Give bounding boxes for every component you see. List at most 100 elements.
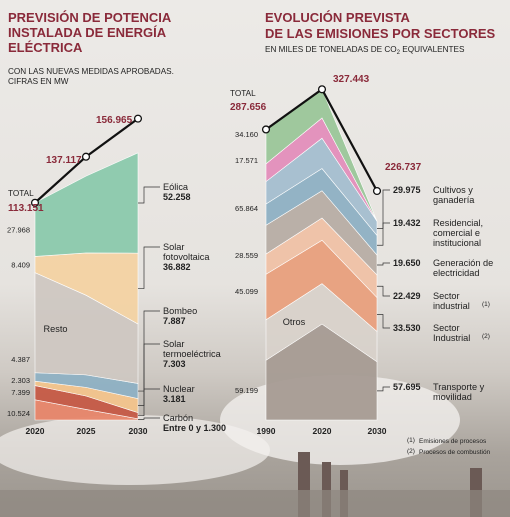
footnotes: (1) Emisiones de procesos (2) Procesos de c… — [407, 437, 491, 456]
series-value-label: 52.258 — [163, 192, 191, 202]
label-connector — [377, 262, 390, 266]
total-point — [133, 114, 143, 123]
footnote-mark: (1) — [407, 437, 415, 444]
start-value-label: 10.524 — [7, 409, 30, 418]
label-connector — [377, 222, 390, 246]
series-value-label: 36.882 — [163, 262, 191, 272]
total-point — [372, 186, 382, 196]
factory-ground — [0, 490, 510, 517]
series-value-label: 7.887 — [163, 316, 186, 326]
series-name-label: fotovoltaica — [163, 252, 210, 262]
area-eolica — [34, 152, 139, 257]
series-value-label: 22.429 — [393, 291, 421, 301]
footnote-mark: (2) — [407, 448, 415, 455]
x-tick-label: 2020 — [26, 426, 45, 436]
start-value-label: 59.199 — [235, 386, 258, 395]
start-value-label: 65.864 — [235, 204, 258, 213]
total-label: TOTAL — [8, 189, 34, 198]
start-value-label: 27.968 — [7, 226, 30, 235]
total-point — [261, 125, 271, 134]
label-connector — [377, 314, 390, 329]
series-name-label: Generación de — [433, 258, 493, 268]
total-value-label: 113.151 — [8, 203, 44, 214]
series-name-label: electricidad — [433, 268, 479, 278]
series-value-label: 19.432 — [393, 218, 421, 228]
series-name-label: industrial — [433, 301, 470, 311]
series-name-label: Transporte y — [433, 382, 485, 392]
series-name-label: Sector — [433, 291, 460, 301]
series-value-label: 7.303 — [163, 359, 186, 369]
series-value-label: 57.695 — [393, 382, 421, 392]
chart-1: 113.151 137.117 156.965 TOTAL 2020 2025 2030 10… — [7, 114, 226, 436]
series-name-label: institucional — [433, 238, 481, 248]
series-value-label: 33.530 — [393, 323, 421, 333]
chart-subtitle: CIFRAS EN MW — [8, 77, 69, 86]
note-mark: (1) — [482, 301, 490, 308]
chart-title: DE LAS EMISIONES POR SECTORES — [265, 26, 496, 41]
series-value-label: 29.975 — [393, 185, 421, 195]
label-connector — [138, 417, 160, 420]
total-point — [30, 198, 40, 207]
label-connector — [377, 386, 390, 392]
series-name-label: ganadería — [433, 195, 475, 205]
start-value-label: 28.559 — [235, 251, 258, 260]
label-connector — [377, 189, 390, 229]
series-name-label: Bombeo — [163, 306, 197, 316]
series-name-label: Nuclear — [163, 384, 195, 394]
start-value-label: 45.099 — [235, 287, 258, 296]
start-value-label: 2.303 — [11, 376, 30, 385]
series-name-label: Solar — [163, 242, 184, 252]
x-tick-label: 2020 — [313, 426, 332, 436]
series-name-label: movilidad — [433, 392, 472, 402]
series-value-label: Entre 0 y 1.300 — [163, 423, 226, 433]
chart-2: 287.656 327.443 226.737 TOTAL 1990 2020 2030 59… — [230, 74, 490, 436]
label-connector — [138, 246, 160, 289]
total-value-label: 287.656 — [230, 102, 267, 113]
total-value-label: 226.737 — [385, 162, 422, 173]
x-tick-label: 2030 — [368, 426, 387, 436]
series-name-label: Industrial — [433, 333, 470, 343]
smoke-cloud — [0, 415, 270, 485]
start-value-label: 17.571 — [235, 156, 258, 165]
start-value-label: 34.160 — [235, 130, 258, 139]
series-name-label: Sector — [433, 323, 460, 333]
series-name-label: termoeléctrica — [163, 349, 222, 359]
chart-title: ELÉCTRICA — [8, 40, 83, 55]
total-value-label: 156.965 — [96, 115, 133, 126]
chart-title: INSTALADA DE ENERGÍA — [8, 25, 167, 40]
area-label: Resto — [43, 324, 67, 334]
label-connector — [377, 285, 390, 297]
chart-title: EVOLUCIÓN PREVISTA — [265, 10, 411, 25]
footnote-text: Emisiones de procesos — [419, 438, 487, 445]
total-point — [81, 152, 91, 161]
chart-subtitle: EN MILES DE TONELADAS DE CO2 EQUIVALENTE… — [265, 45, 465, 56]
smokestack — [322, 462, 331, 517]
series-name-label: Carbón — [163, 413, 193, 423]
label-connector — [138, 388, 160, 417]
series-name-label: comercial e — [433, 228, 480, 238]
label-connector — [138, 343, 160, 406]
area-label: Otros — [283, 317, 306, 327]
note-mark: (2) — [482, 333, 490, 340]
footnote-text: Procesos de combustión — [419, 449, 491, 456]
start-value-label: 8.409 — [11, 261, 30, 270]
label-connector — [138, 186, 160, 204]
series-name-label: Eólica — [163, 182, 189, 192]
series-value-label: 3.181 — [163, 394, 186, 404]
total-point — [317, 85, 327, 94]
x-tick-label: 1990 — [257, 426, 276, 436]
series-name-label: Cultivos y — [433, 185, 473, 195]
start-value-label: 4.387 — [11, 355, 30, 364]
series-name-label: Residencial, — [433, 218, 483, 228]
start-value-label: 7.399 — [11, 388, 30, 397]
series-name-label: Solar — [163, 339, 184, 349]
label-connector — [138, 310, 160, 392]
x-tick-label: 2030 — [129, 426, 148, 436]
chart-title: PREVISIÓN DE POTENCIA — [8, 10, 172, 25]
total-value-label: 327.443 — [333, 74, 370, 85]
series-value-label: 19.650 — [393, 258, 421, 268]
